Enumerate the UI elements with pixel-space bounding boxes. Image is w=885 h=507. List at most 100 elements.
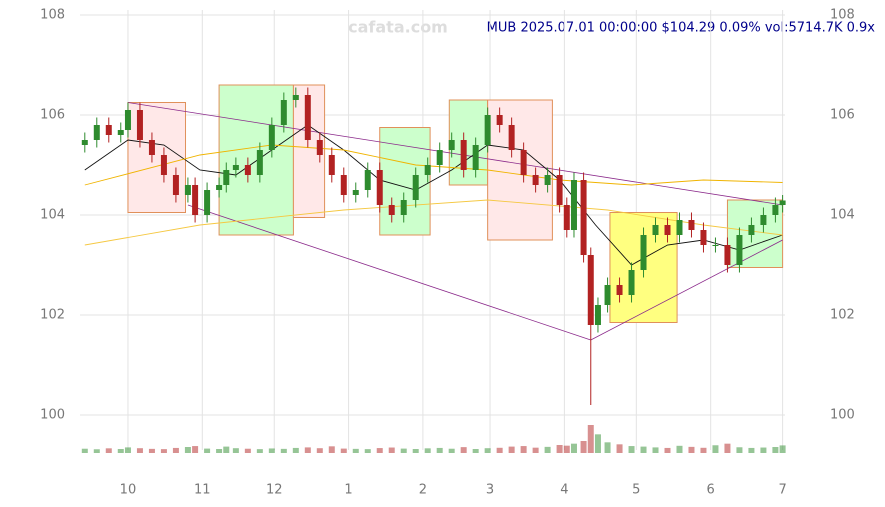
x-tick-label: 11 (194, 483, 211, 498)
candle-body (160, 155, 167, 175)
x-tick-label: 3 (486, 483, 494, 498)
trendline (187, 204, 591, 341)
volume-bar (81, 448, 88, 453)
volume-bar (328, 446, 335, 453)
moving-average (84, 144, 783, 186)
candle-body (556, 175, 563, 205)
x-tick-label: 2 (419, 483, 427, 498)
volume-bar (232, 448, 239, 453)
volume-bar (748, 447, 755, 453)
candle-body (616, 285, 623, 295)
candle-body (587, 255, 594, 325)
volume-bar (352, 448, 359, 453)
volume-bar (570, 443, 577, 453)
candle-body (484, 115, 491, 145)
candle-body (244, 165, 251, 175)
candle-body (604, 285, 611, 305)
candle-body (628, 270, 635, 295)
volume-bar (204, 448, 211, 453)
volume-bar (676, 445, 683, 453)
volume-bar (587, 425, 594, 453)
volume-bar (594, 434, 601, 453)
x-tick-label: 6 (707, 483, 715, 498)
volume-bar (736, 447, 743, 453)
volume-bar (256, 449, 263, 453)
candle-body (424, 165, 431, 175)
candle-body (712, 245, 719, 246)
candle-body (676, 220, 683, 235)
candle-body (223, 170, 230, 185)
volume-bar (556, 445, 563, 453)
volume-bar (563, 445, 570, 453)
volume-bar (664, 447, 671, 453)
x-tick-label: 4 (560, 483, 568, 498)
candle-body (216, 185, 223, 190)
candle-body (328, 155, 335, 175)
volume-bar (688, 446, 695, 453)
volume-bar (268, 448, 275, 453)
volume-bar (184, 447, 191, 453)
volume-bar (124, 447, 131, 453)
candle-body (81, 140, 88, 145)
trendline (127, 102, 783, 206)
volume-bar (93, 449, 100, 453)
box (127, 102, 187, 213)
watermark: cafata.com (348, 18, 448, 37)
candle-body (304, 95, 311, 140)
y-tick-label: 106 (40, 108, 65, 123)
trendline (590, 239, 783, 341)
volume-bar (192, 446, 199, 453)
candle-body (192, 185, 199, 215)
candle-body (316, 140, 323, 155)
volume-bar (148, 448, 155, 453)
candle-body (472, 145, 479, 170)
volume-bar (400, 448, 407, 453)
volume-bar (484, 448, 491, 453)
candle-body (779, 200, 786, 205)
volume-bar (640, 446, 647, 453)
x-tick-label: 5 (632, 483, 640, 498)
x-tick-label: 7 (778, 483, 786, 498)
volume-bar (316, 448, 323, 453)
candle-body (184, 185, 191, 195)
candle-body (532, 175, 539, 185)
volume-bar (244, 448, 251, 453)
volume-bar (388, 447, 395, 453)
volume-bar (136, 448, 143, 453)
candle-body (376, 170, 383, 205)
volume-bar (412, 449, 419, 453)
volume-bar (172, 447, 179, 453)
volume-bar (424, 448, 431, 453)
volume-bar (292, 447, 299, 453)
volume-bar (772, 447, 779, 453)
volume-bar (496, 447, 503, 453)
candle-body (570, 180, 577, 230)
x-tick-label: 12 (266, 483, 283, 498)
y-tick-label: 104 (40, 208, 65, 223)
y-tick-label: 102 (40, 308, 65, 323)
y-tick-label: 108 (40, 8, 65, 23)
candle-body (760, 215, 767, 225)
volume-bar (223, 446, 230, 453)
volume-bar (520, 446, 527, 453)
x-tick-label: 10 (120, 483, 137, 498)
volume-bar (712, 445, 719, 453)
y-tick-label: 100 (40, 408, 65, 423)
volume-bar (436, 447, 443, 453)
volume-bar (779, 445, 786, 453)
volume-bar (700, 447, 707, 453)
candle-body (148, 140, 155, 155)
candle-body (172, 175, 179, 195)
volume-bar (460, 447, 467, 453)
y-tick-label-right: 106 (830, 108, 855, 123)
candle-body (364, 170, 371, 190)
candle-body (748, 225, 755, 235)
candle-body (136, 110, 143, 140)
chart-title: MUB 2025.07.01 00:00:00 $104.29 0.09% vo… (487, 21, 876, 36)
candle-body (736, 235, 743, 265)
volume-bar (580, 441, 587, 453)
candle-body (580, 180, 587, 255)
moving-average (84, 124, 783, 266)
candle-body (700, 230, 707, 245)
